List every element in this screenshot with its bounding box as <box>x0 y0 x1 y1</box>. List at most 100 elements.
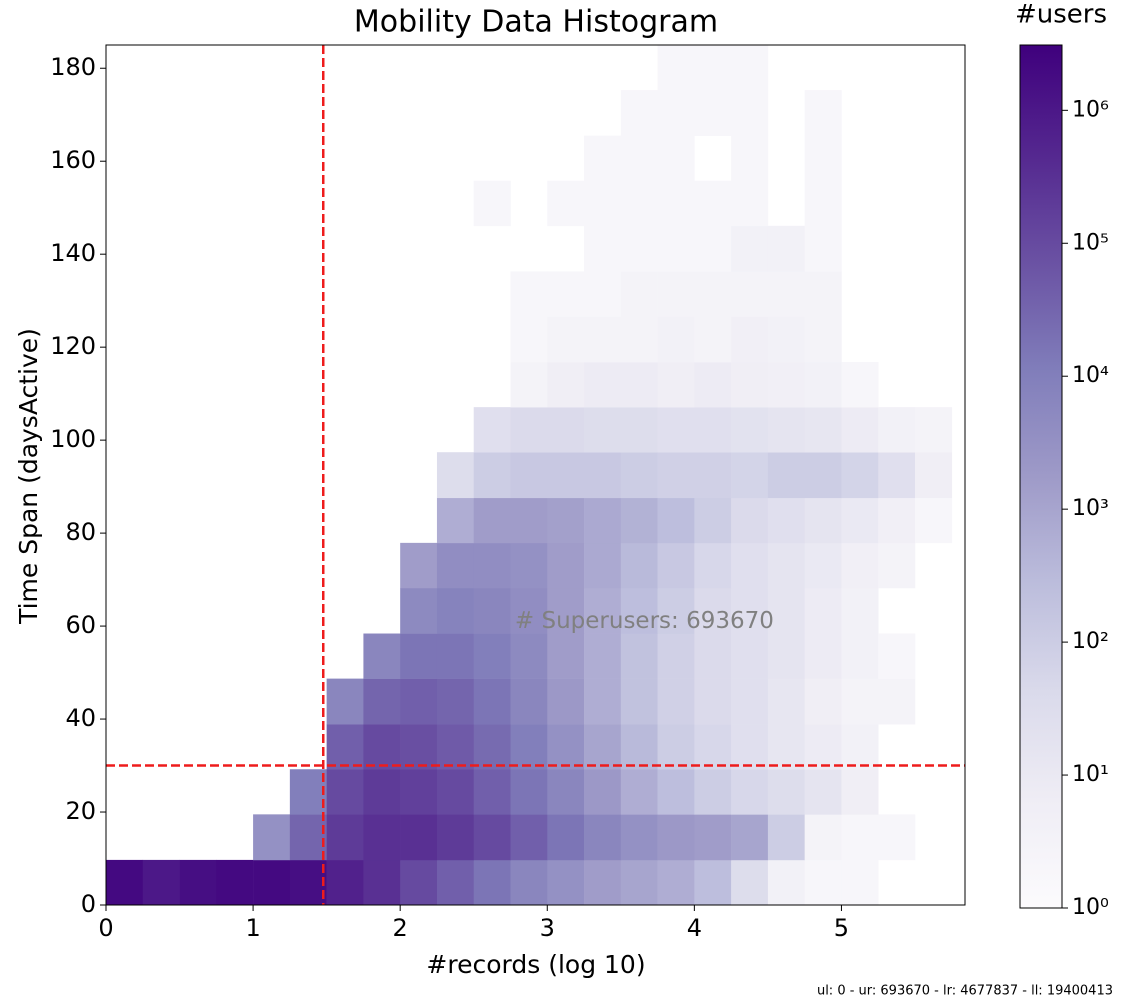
hist-cell <box>584 271 622 317</box>
hist-cell <box>878 814 916 861</box>
hist-cell <box>620 362 658 408</box>
hist-cell <box>914 407 953 453</box>
hist-cell <box>767 724 805 770</box>
hist-cell <box>620 135 658 182</box>
hist-cell <box>584 542 622 589</box>
hist-cell <box>657 724 695 770</box>
hist-cell <box>584 135 622 182</box>
hist-cell <box>694 90 732 136</box>
hist-cell <box>620 859 658 906</box>
hist-cell <box>620 542 658 589</box>
hist-cell <box>363 859 401 906</box>
hist-cell <box>657 452 695 499</box>
hist-cell <box>841 678 879 725</box>
hist-cell <box>547 678 585 725</box>
hist-cell <box>400 859 438 906</box>
hist-cell <box>731 724 769 770</box>
hist-cell <box>694 814 732 861</box>
hist-cell <box>657 225 695 272</box>
hist-cell <box>473 724 511 770</box>
hist-cell <box>547 859 585 906</box>
hist-cell <box>731 769 769 815</box>
hist-cell <box>731 497 769 544</box>
hist-cell <box>620 316 658 363</box>
hist-cell <box>694 407 732 453</box>
hist-cell <box>841 769 879 815</box>
hist-cell <box>657 633 695 679</box>
hist-cell <box>547 407 585 453</box>
hist-cell <box>767 362 805 408</box>
hist-cell <box>694 542 732 589</box>
hist-cell <box>804 225 842 272</box>
hist-cell <box>289 859 327 906</box>
hist-cell <box>731 271 769 317</box>
hist-cell <box>804 362 842 408</box>
hist-cell <box>436 633 475 679</box>
hist-cell <box>400 542 438 589</box>
hist-cell <box>841 362 879 408</box>
x-tick-label: 5 <box>834 914 849 942</box>
hist-cell <box>510 587 548 634</box>
hist-cell <box>841 724 879 770</box>
hist-cell <box>620 633 658 679</box>
hist-cell <box>473 859 511 906</box>
hist-cell <box>436 724 475 770</box>
colorbar-tick-label: 10⁵ <box>1072 230 1109 255</box>
hist-cell <box>547 362 585 408</box>
hist-cell <box>326 724 364 770</box>
hist-cell <box>547 542 585 589</box>
hist-cell <box>400 633 438 679</box>
hist-cell <box>731 678 769 725</box>
hist-cell <box>436 678 475 725</box>
hist-cell <box>878 542 916 589</box>
hist-cell <box>657 814 695 861</box>
hist-cell <box>878 633 916 679</box>
y-tick-label: 140 <box>50 239 96 267</box>
hist-cell <box>584 678 622 725</box>
hist-cell <box>731 362 769 408</box>
hist-cell <box>473 814 511 861</box>
hist-cell <box>584 452 622 499</box>
hist-cell <box>289 814 327 861</box>
hist-cell <box>584 859 622 906</box>
hist-cell <box>584 769 622 815</box>
hist-cell <box>510 814 548 861</box>
hist-cell <box>510 271 548 317</box>
hist-cell <box>584 497 622 544</box>
hist-cell <box>363 633 401 679</box>
hist-cell <box>657 542 695 589</box>
hist-cell <box>473 542 511 589</box>
hist-cell <box>657 769 695 815</box>
hist-cell <box>694 678 732 725</box>
hist-cell <box>473 678 511 725</box>
hist-cell <box>620 769 658 815</box>
y-tick-label: 120 <box>50 332 96 360</box>
hist-cell <box>657 859 695 906</box>
x-tick-label: 1 <box>245 914 260 942</box>
hist-cell <box>914 497 953 544</box>
hist-cell <box>510 859 548 906</box>
hist-cell <box>731 45 769 91</box>
hist-cell <box>804 769 842 815</box>
colorbar-tick-label: 10⁶ <box>1072 97 1109 122</box>
hist-cell <box>694 362 732 408</box>
hist-cell <box>473 769 511 815</box>
colorbar-tick-label: 10⁴ <box>1072 363 1109 388</box>
hist-cell <box>326 814 364 861</box>
hist-cell <box>400 678 438 725</box>
hist-cell <box>804 587 842 634</box>
hist-cell <box>731 542 769 589</box>
hist-cell <box>584 362 622 408</box>
hist-cell <box>767 225 805 272</box>
hist-cell <box>436 814 475 861</box>
colorbar-tick-label: 10¹ <box>1072 762 1109 787</box>
hist-cell <box>584 814 622 861</box>
hist-cell <box>804 724 842 770</box>
colorbar-tick-label: 10³ <box>1072 496 1109 521</box>
hist-cell <box>914 452 953 499</box>
hist-cell <box>326 678 364 725</box>
hist-cell <box>841 587 879 634</box>
hist-cell <box>620 271 658 317</box>
hist-cell <box>804 497 842 544</box>
hist-cell <box>620 180 658 227</box>
